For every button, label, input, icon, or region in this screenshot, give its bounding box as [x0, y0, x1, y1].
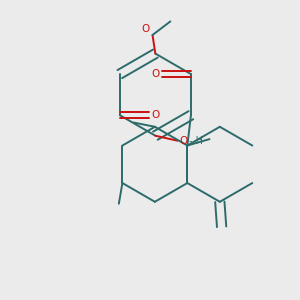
Text: O: O — [151, 69, 159, 79]
Text: O: O — [141, 24, 149, 34]
Text: O: O — [179, 136, 188, 146]
Text: O: O — [152, 110, 160, 120]
Text: - H: - H — [189, 136, 202, 146]
